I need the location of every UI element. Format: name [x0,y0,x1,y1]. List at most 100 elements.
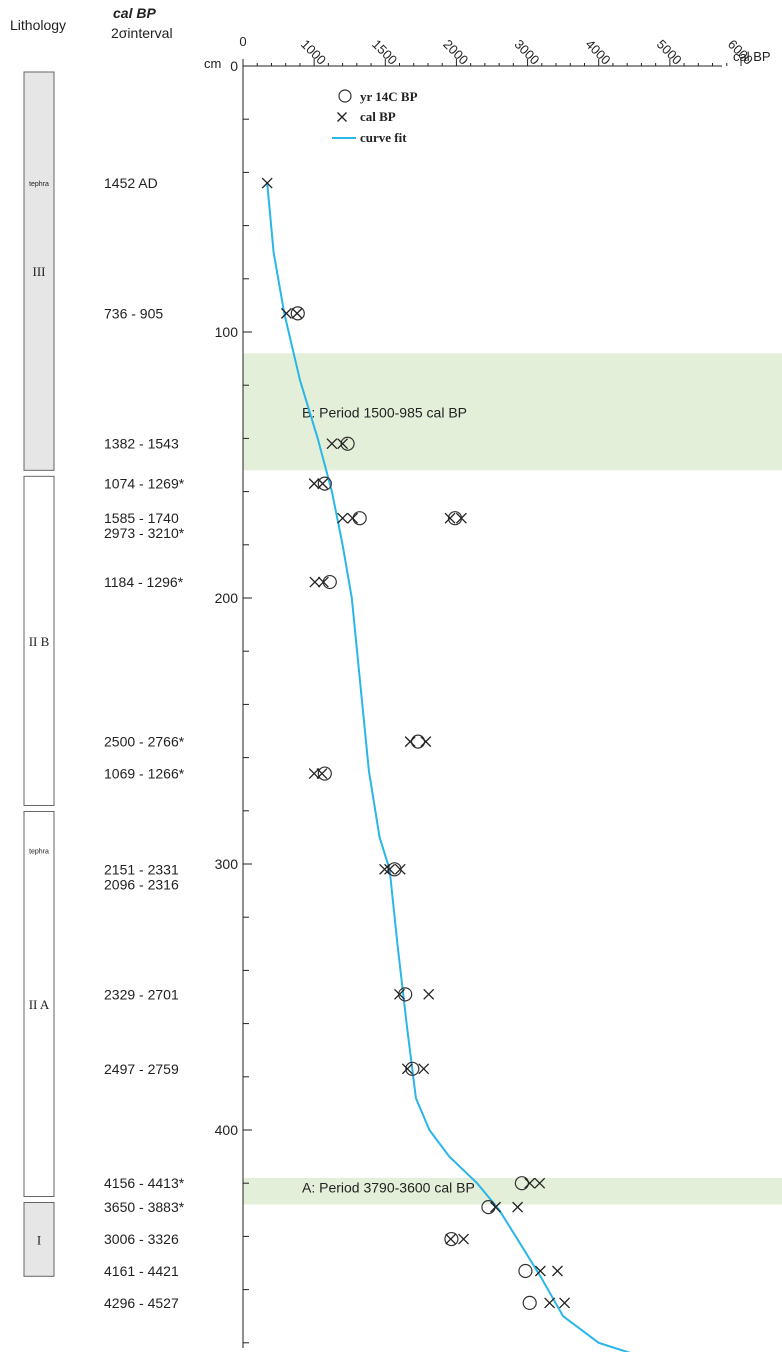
c14-point-13 [514,1176,529,1191]
tephra-label-2-0: tephra [29,849,49,856]
cal-point-14-0-stroke-b [490,1201,502,1213]
y-tick-label-0: 0 [230,58,238,74]
lithology-unit-1 [23,475,55,806]
interval-label-9: 2151 - 2331 [104,861,179,877]
cal-point-17-0 [544,1297,556,1309]
cal-point-16-0-stroke-b [534,1265,546,1277]
lithology-unit-label-1: II B [29,634,50,649]
interval-label-3: 1074 - 1269* [104,476,185,492]
cal-point-15-0-stroke-b [445,1233,457,1245]
cal-point-12-0-stroke-b [401,1063,413,1075]
data-points [261,177,571,1311]
cal-point-2-1-stroke-b [337,438,349,450]
cal-point-9-0 [379,863,391,875]
interval-labels: 1452 AD 736 - 905 1382 - 1543 1074 - 1269* 1… [104,175,185,1311]
cal-point-5-1 [455,512,467,524]
interval-label-7: 2500 - 2766* [104,734,185,750]
curve-fit-layer [266,182,631,1352]
cal-point-7-1-stroke-b [420,736,432,748]
cal-point-14-1-stroke-b [512,1201,524,1213]
cal-point-13-0-stroke-b [524,1177,536,1189]
period-label-0: B: Period 1500-985 cal BP [302,405,467,421]
cal-point-0-0-stroke-b [261,177,273,189]
lithology-unit-label-0: III [33,264,46,279]
c14-point-1 [290,306,305,321]
y-tick-label-3: 300 [215,856,239,872]
cal-point-17-1 [559,1297,571,1309]
y-tick-label-4: 400 [215,1122,239,1138]
lithology-header: Lithology [10,17,66,33]
cal-point-16-1-stroke-b [551,1265,563,1277]
interval-label-11: 2329 - 2701 [104,986,179,1002]
c14-point-6 [322,574,337,590]
c14-point-17 [522,1295,537,1311]
cal-point-12-1 [418,1063,430,1075]
c14-point-16 [518,1263,533,1279]
curve-fit-line [266,182,631,1352]
cal-point-13-1 [534,1177,546,1189]
cal-point-9-1-stroke-b [394,863,406,875]
x-tick-label-3: 2000 [440,37,471,68]
legend-label-2: curve fit [360,130,407,145]
cal-point-17-0-stroke-b [544,1297,556,1309]
cal-point-12-0 [401,1063,413,1075]
cal-point-15-1-stroke-b [458,1233,470,1245]
cal-point-4-0-stroke-b [337,512,349,524]
cal-point-7-0-stroke-b [404,736,416,748]
legend: yr 14C BP cal BP curve fit [332,89,418,145]
cal-point-5-0 [444,512,456,524]
cal-point-10-0-stroke-b [384,863,396,875]
cal-point-14-1 [512,1201,524,1213]
period-band-0 [243,353,782,471]
calbp-header: cal BP [113,5,156,21]
cal-point-3-1 [317,478,329,490]
x-tick-label-4: 3000 [511,37,542,68]
cal-point-7-0 [404,736,416,748]
cal-point-6-1-stroke-b [317,576,329,588]
x-tick-label-5: 4000 [583,37,614,68]
interval-label-0: 1452 AD [104,175,158,191]
cal-point-16-1 [551,1265,563,1277]
period-label-1: A: Period 3790-3600 cal BP [302,1180,475,1196]
cal-point-17-1-stroke-b [559,1297,571,1309]
c14-point-7 [410,734,426,749]
cal-point-12-1-stroke-b [418,1063,430,1075]
cal-point-5-0-stroke-b [444,512,456,524]
legend-label-0: yr 14C BP [360,89,418,104]
cal-point-3-0-stroke-b [308,478,320,490]
cal-point-8-0-stroke-b [308,768,320,780]
cal-point-9-1 [394,863,406,875]
lithology-unit-3 [23,1202,55,1277]
interval-label-6: 1184 - 1296* [104,574,184,590]
interval-label-5: 2973 - 3210* [104,525,185,541]
cal-point-15-0 [445,1233,457,1245]
interval-label-8: 1069 - 1266* [104,766,185,782]
interval-label-10: 2096 - 2316 [104,876,179,892]
c14-point-4 [352,511,367,526]
cal-point-1-1 [291,307,303,319]
x-tick-label-6: 5000 [654,37,685,68]
c14-point-15 [444,1231,459,1247]
cal-point-14-0 [490,1201,502,1213]
cal-point-11-1 [423,988,435,1000]
cal-point-4-1 [347,512,359,524]
cal-point-8-1-stroke-b [316,768,328,780]
x-axis-label: cal BP [733,49,771,64]
cal-point-8-1 [316,768,328,780]
lithology-unit-2 [23,810,55,1197]
period-bands: B: Period 1500-985 cal BP A: Period 3790-… [243,353,782,1205]
cal-point-11-0 [394,988,405,1000]
interval-label-16: 4161 - 4421 [104,1263,179,1279]
interval-label-1: 736 - 905 [104,305,163,321]
interval-label-2: 1382 - 1543 [104,436,179,452]
cal-point-3-1-stroke-b [317,478,329,490]
lithology-unit-0 [23,71,55,471]
interval-label-12: 2497 - 2759 [104,1061,179,1077]
legend-marker-0 [338,89,352,103]
cal-point-5-1-stroke-b [455,512,467,524]
c14-point-2 [340,436,355,451]
calbp-subheader: 2σinterval [111,25,173,41]
x-tick-label-1: 1000 [298,37,329,68]
